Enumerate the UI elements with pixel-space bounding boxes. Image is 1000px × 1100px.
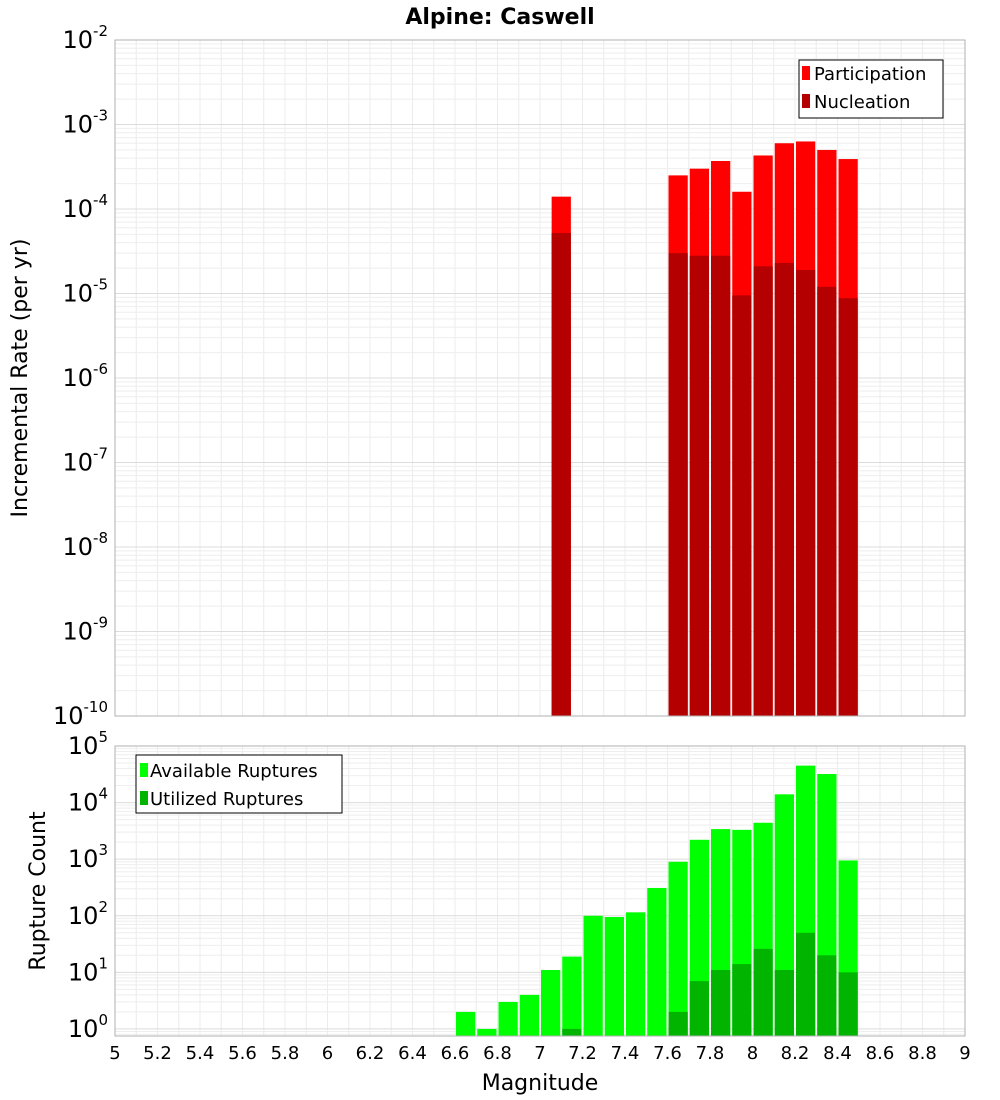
count-bar-available-ruptures: [456, 1011, 476, 1036]
y-tick-label: 10-6: [62, 360, 108, 392]
x-tick-label: 9: [959, 1043, 970, 1064]
chart-title: Alpine: Caswell: [405, 5, 594, 30]
x-tick-label: 7: [534, 1043, 545, 1064]
x-tick-label: 7.8: [696, 1043, 725, 1064]
x-tick-label: 5: [109, 1043, 120, 1064]
count-bar-available-ruptures: [519, 994, 539, 1036]
x-tick-label: 8.8: [908, 1043, 937, 1064]
top-panel: 10-10 10-9 10-8 10-7 10-6 10-5 10-4 10-3 10-2 In…: [8, 22, 966, 730]
legend-swatch-participation: [802, 66, 810, 80]
count-bar-available-ruptures: [647, 887, 667, 1036]
bottom-legend: Available Ruptures Utilized Ruptures: [135, 754, 343, 814]
x-tick-label: 5.6: [228, 1043, 257, 1064]
y-tick-label: 103: [68, 841, 108, 873]
count-bar-utilized-ruptures: [668, 1011, 688, 1036]
x-tick-label: 8.4: [823, 1043, 852, 1064]
count-bar-utilized-ruptures: [562, 1028, 582, 1036]
top-y-ticks: 10-10 10-9 10-8 10-7 10-6 10-5 10-4 10-3 10-2: [53, 22, 108, 730]
y-tick-label: 105: [68, 728, 108, 760]
top-legend-box: [798, 59, 944, 119]
rate-bar-nucleation: [774, 262, 794, 716]
rate-bar-nucleation: [668, 253, 688, 716]
top-plot-frame: [114, 39, 966, 717]
rate-bar-nucleation: [817, 286, 837, 716]
y-tick-label: 101: [68, 954, 108, 986]
count-bar-available-ruptures: [668, 861, 688, 1036]
rate-bar-nucleation: [838, 298, 858, 716]
x-tick-label: 7.6: [653, 1043, 682, 1064]
y-tick-label: 10-5: [62, 276, 108, 308]
bottom-legend-box: [135, 754, 343, 814]
x-tick-label: 6.8: [483, 1043, 512, 1064]
rate-bar-nucleation: [732, 295, 752, 716]
legend-swatch-nucleation: [802, 94, 810, 108]
rate-bar-nucleation: [689, 255, 709, 716]
x-tick-label: 6.2: [356, 1043, 385, 1064]
x-tick-label: 5.2: [143, 1043, 172, 1064]
count-bar-utilized-ruptures: [689, 981, 709, 1036]
y-tick-label: 10-3: [62, 107, 108, 139]
x-tick-label: 8: [747, 1043, 758, 1064]
x-tick-label: 7.2: [568, 1043, 597, 1064]
x-tick-label: 8.6: [866, 1043, 895, 1064]
count-bar-available-ruptures: [626, 912, 646, 1036]
y-tick-label: 10-10: [53, 698, 108, 730]
count-bar-utilized-ruptures: [796, 932, 816, 1036]
y-tick-label: 10-4: [62, 191, 108, 223]
x-tick-label: 6.4: [398, 1043, 427, 1064]
y-tick-label: 104: [68, 785, 108, 817]
rate-bar-nucleation: [711, 255, 731, 716]
bottom-y-ticks: 100 101 102 103 104 105: [68, 728, 108, 1043]
bottom-panel: 100 101 102 103 104 105 Rupture Count Availab…: [26, 728, 971, 1096]
count-bar-utilized-ruptures: [711, 970, 731, 1036]
bottom-plot-frame: [114, 745, 966, 1037]
legend-swatch-utilized: [140, 791, 148, 805]
top-y-axis-label: Incremental Rate (per yr): [8, 239, 33, 518]
y-tick-label: 10-9: [62, 614, 108, 646]
rate-bar-nucleation: [796, 269, 816, 716]
count-bar-available-ruptures: [541, 970, 561, 1036]
legend-label-utilized: Utilized Ruptures: [150, 789, 303, 810]
x-ticks: 5 5.2 5.4 5.6 5.8 6 6.2 6.4 6.6 6.8 7 7.2 7.4 7.6 7.8 8…: [109, 1043, 970, 1064]
count-bar-utilized-ruptures: [774, 970, 794, 1036]
y-tick-label: 102: [68, 898, 108, 930]
rate-bar-nucleation: [551, 232, 571, 716]
y-tick-label: 10-2: [62, 22, 108, 54]
count-bar-available-ruptures: [583, 915, 603, 1036]
y-tick-label: 10-7: [62, 445, 108, 477]
bottom-y-axis-label: Rupture Count: [26, 811, 51, 971]
count-bar-utilized-ruptures: [753, 948, 773, 1036]
x-axis-label: Magnitude: [482, 1071, 599, 1096]
x-tick-label: 6.6: [441, 1043, 470, 1064]
x-tick-label: 5.4: [186, 1043, 215, 1064]
count-bar-utilized-ruptures: [732, 964, 752, 1036]
top-legend: Participation Nucleation: [798, 59, 944, 119]
x-tick-label: 7.4: [611, 1043, 640, 1064]
x-tick-label: 5.8: [271, 1043, 300, 1064]
count-bar-available-ruptures: [604, 917, 624, 1036]
y-tick-label: 10-8: [62, 529, 108, 561]
top-grid: [114, 40, 966, 717]
legend-label-participation: Participation: [814, 64, 926, 85]
legend-swatch-available: [140, 763, 148, 777]
count-bar-utilized-ruptures: [817, 955, 837, 1036]
count-bar-available-ruptures: [498, 1001, 518, 1036]
legend-label-nucleation: Nucleation: [814, 92, 910, 113]
count-bar-available-ruptures: [562, 956, 582, 1036]
rate-bar-nucleation: [753, 266, 773, 716]
bottom-bars: [456, 765, 858, 1036]
top-bars: [551, 141, 858, 717]
x-tick-label: 6: [322, 1043, 333, 1064]
count-bar-available-ruptures: [477, 1028, 497, 1036]
count-bar-utilized-ruptures: [838, 972, 858, 1036]
x-tick-label: 8.2: [781, 1043, 810, 1064]
legend-label-available: Available Ruptures: [150, 761, 318, 782]
y-tick-label: 100: [68, 1011, 108, 1043]
